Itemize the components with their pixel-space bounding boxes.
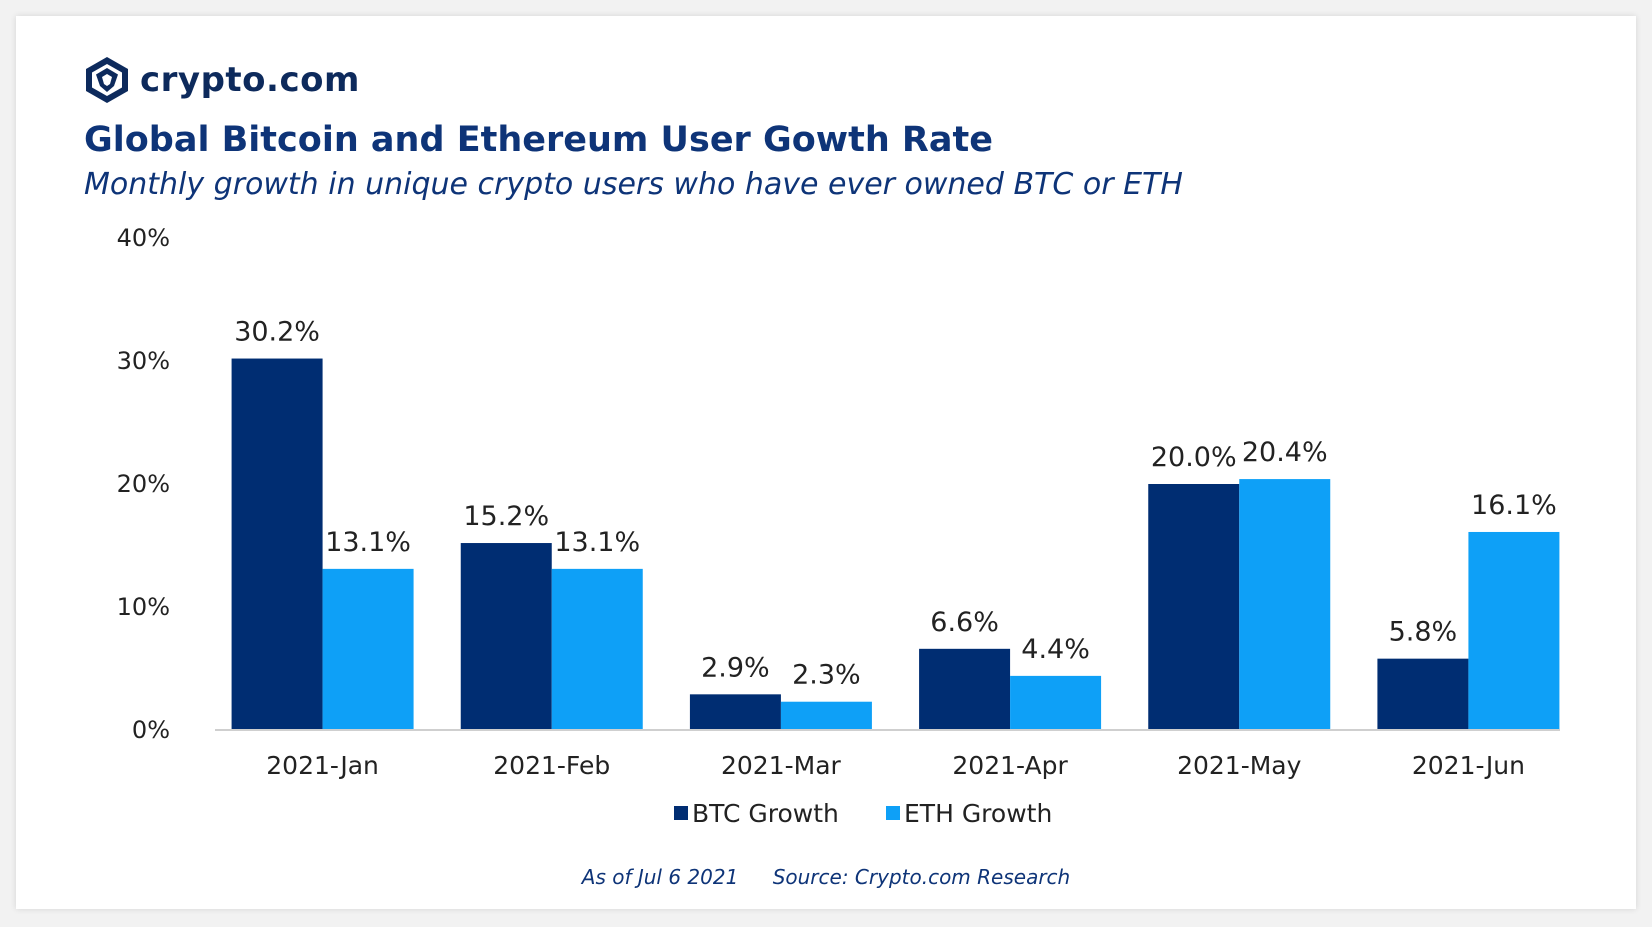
x-axis: 2021-Jan 2021-Feb 2021-Mar 2021-Apr 2021-May… bbox=[266, 751, 1525, 780]
eth-bar bbox=[1239, 479, 1331, 730]
y-tick-label: 10% bbox=[117, 593, 170, 621]
btc-bar bbox=[689, 694, 781, 730]
x-tick-label: 2021-Jan bbox=[266, 751, 379, 780]
data-label: 13.1% bbox=[554, 527, 640, 558]
data-label: 16.1% bbox=[1471, 490, 1557, 521]
y-tick-label: 30% bbox=[117, 347, 170, 375]
legend-swatch bbox=[674, 806, 688, 820]
eth-bar bbox=[551, 568, 643, 730]
chart-title: Global Bitcoin and Ethereum User Gowth R… bbox=[84, 120, 993, 160]
data-labels: 30.2%13.1%15.2%13.1%2.9% 2.3%6.6%4.4%20.0… bbox=[234, 317, 1557, 691]
btc-bar bbox=[1148, 484, 1240, 730]
data-label: 13.1% bbox=[325, 527, 411, 558]
data-label: 6.6% bbox=[930, 607, 999, 638]
data-label: 20.0% bbox=[1151, 442, 1237, 473]
brand-logo: crypto.com bbox=[84, 55, 360, 105]
btc-bar bbox=[460, 543, 552, 730]
footer-date-note: As of Jul 6 2021 bbox=[581, 865, 739, 889]
x-tick-label: 2021-Mar bbox=[721, 751, 842, 780]
data-label: 5.8% bbox=[1389, 617, 1458, 648]
footer-source: Source: Crypto.com Research bbox=[772, 865, 1071, 889]
legend-label: ETH Growth bbox=[904, 799, 1052, 828]
btc-bar bbox=[919, 648, 1011, 730]
btc-bar bbox=[231, 358, 323, 730]
eth-bar bbox=[1468, 531, 1560, 730]
legend: BTC Growth ETH Growth bbox=[674, 799, 1052, 828]
y-axis: 0% 10% 20% 30% 40% bbox=[117, 224, 170, 744]
legend-label: BTC Growth bbox=[692, 799, 839, 828]
data-label: 4.4% bbox=[1021, 634, 1090, 665]
x-tick-label: 2021-May bbox=[1177, 751, 1302, 780]
y-tick-label: 40% bbox=[117, 224, 170, 252]
y-tick-label: 20% bbox=[117, 470, 170, 498]
eth-bar bbox=[322, 568, 414, 730]
data-label: 2.9% bbox=[701, 652, 770, 683]
crypto-com-lion-icon bbox=[86, 57, 128, 103]
x-tick-label: 2021-Apr bbox=[952, 751, 1068, 780]
x-tick-label: 2021-Jun bbox=[1412, 751, 1525, 780]
data-label: 30.2% bbox=[234, 317, 320, 348]
bar-group bbox=[231, 358, 1560, 730]
legend-swatch bbox=[886, 806, 900, 820]
brand-name: crypto.com bbox=[140, 60, 360, 100]
chart-subtitle: Monthly growth in unique crypto users wh… bbox=[84, 167, 1183, 202]
data-label: 20.4% bbox=[1242, 437, 1328, 468]
x-tick-label: 2021-Feb bbox=[493, 751, 610, 780]
eth-bar bbox=[780, 701, 872, 730]
data-label: 2.3% bbox=[792, 660, 861, 691]
btc-bar bbox=[1377, 658, 1469, 730]
y-tick-label: 0% bbox=[132, 716, 170, 744]
footer: As of Jul 6 2021 Source: Crypto.com Rese… bbox=[0, 865, 1652, 889]
eth-bar bbox=[1010, 675, 1102, 730]
data-label: 15.2% bbox=[463, 501, 549, 532]
